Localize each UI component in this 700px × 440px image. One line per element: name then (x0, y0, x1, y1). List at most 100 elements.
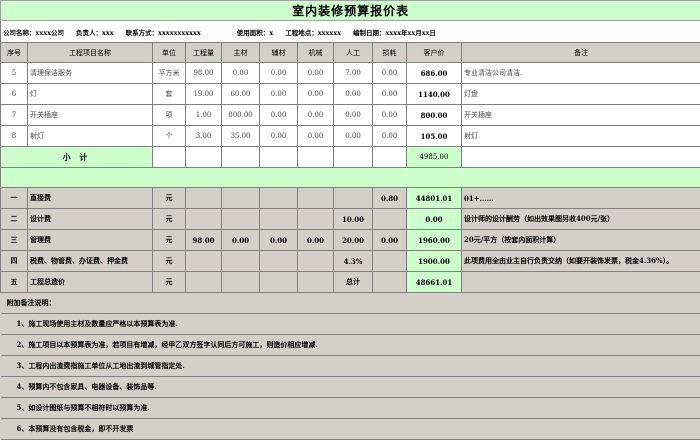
cell-aux-material[interactable] (260, 251, 298, 272)
cell-qty[interactable]: 98.00 (186, 63, 222, 84)
cell-qty[interactable] (186, 251, 222, 272)
cell-unit[interactable]: 元 (153, 251, 186, 272)
note-item[interactable]: 6、本预算没有包含税金，即不开发票 (1, 419, 700, 440)
cell-seq[interactable]: 5 (1, 63, 28, 84)
cell-qty[interactable]: 19.00 (186, 84, 222, 105)
cell-unit[interactable]: 元 (153, 272, 186, 293)
cell-remark[interactable]: 01+…… (462, 188, 700, 209)
cell-qty[interactable] (186, 188, 222, 209)
header-qty[interactable]: 工程量 (186, 43, 222, 63)
cell-client-price[interactable]: 800.00 (407, 105, 462, 126)
cell-remark[interactable] (462, 272, 700, 293)
cell-remark[interactable]: 专业清洁公司清洁. (462, 63, 700, 84)
header-main-material[interactable]: 主材 (222, 43, 260, 63)
cell-client-price[interactable]: 1900.00 (407, 251, 462, 272)
cell-client-price[interactable]: 686.00 (407, 63, 462, 84)
cell-labor[interactable]: 总计 (334, 272, 373, 293)
cell-loss[interactable] (373, 251, 407, 272)
cell-labor[interactable] (334, 188, 373, 209)
cell-labor[interactable]: 0.00 (334, 84, 373, 105)
cell-qty[interactable]: 1.00 (186, 105, 222, 126)
cell-aux-material[interactable] (260, 188, 298, 209)
cell-aux-material[interactable]: 0.00 (260, 63, 298, 84)
cell-machinery[interactable]: 0.00 (298, 63, 334, 84)
cell-client-price[interactable]: 1960.00 (407, 230, 462, 251)
cell-machinery[interactable] (298, 188, 334, 209)
cell-main-material[interactable] (222, 251, 260, 272)
cell-name[interactable]: 工程总造价 (28, 272, 153, 293)
cell-seq[interactable]: 二 (1, 209, 28, 230)
note-item[interactable]: 4、预算内不包含家具、电器设备、装饰品等. (1, 377, 700, 398)
header-unit[interactable]: 单位 (153, 43, 186, 63)
header-seq[interactable]: 序号 (1, 43, 28, 63)
cell-aux-material[interactable] (260, 272, 298, 293)
empty-cell[interactable] (334, 147, 373, 168)
cell-remark[interactable]: 20元/平方（按套内面积计算） (462, 230, 700, 251)
cell-unit[interactable]: 元 (153, 209, 186, 230)
cell-unit[interactable]: 元 (153, 230, 186, 251)
cell-machinery[interactable]: 0.00 (298, 84, 334, 105)
cell-name[interactable]: 射灯 (28, 126, 153, 147)
empty-cell[interactable] (186, 147, 222, 168)
cell-aux-material[interactable]: 0.00 (260, 84, 298, 105)
cell-remark[interactable]: 此项费用全由业主自行负责交纳（如要开装饰发票，税金4.36%）。 (462, 251, 700, 272)
cell-seq[interactable]: 五 (1, 272, 28, 293)
subtotal-label[interactable]: 小 计 (1, 147, 153, 168)
header-loss[interactable]: 损耗 (373, 43, 407, 63)
header-labor[interactable]: 人工 (334, 43, 373, 63)
cell-client-price[interactable]: 0.00 (407, 209, 462, 230)
cell-labor[interactable]: 0.00 (334, 126, 373, 147)
subtotal-value[interactable]: 4985.00 (407, 147, 462, 168)
cell-qty[interactable]: 98.00 (186, 230, 222, 251)
cell-client-price[interactable]: 48661.01 (407, 272, 462, 293)
empty-cell[interactable] (373, 147, 407, 168)
note-item[interactable]: 2、施工项目以本预算表为准，若项目有增减，经甲乙双方签字认同后方可施工，则造价相… (1, 335, 700, 356)
header-client-price[interactable]: 客户价 (407, 43, 462, 63)
cell-labor[interactable]: 10.00 (334, 209, 373, 230)
cell-loss[interactable] (373, 272, 407, 293)
note-item[interactable]: 5、如设计图纸与预算不相符时以预算为准. (1, 398, 700, 419)
cell-loss[interactable] (373, 209, 407, 230)
cell-name[interactable]: 直接费 (28, 188, 153, 209)
cell-machinery[interactable] (298, 251, 334, 272)
cell-seq[interactable]: 四 (1, 251, 28, 272)
cell-machinery[interactable] (298, 209, 334, 230)
cell-main-material[interactable]: 800.00 (222, 105, 260, 126)
cell-remark[interactable]: 灯盘 (462, 84, 700, 105)
cell-name[interactable]: 清理保洁服务 (28, 63, 153, 84)
cell-seq[interactable]: 7 (1, 105, 28, 126)
cell-qty[interactable] (186, 209, 222, 230)
cell-machinery[interactable]: 0.00 (298, 230, 334, 251)
cell-labor[interactable]: 20.00 (334, 230, 373, 251)
note-item[interactable]: 附加备注说明： (1, 293, 700, 314)
cell-seq[interactable]: 三 (1, 230, 28, 251)
cell-aux-material[interactable] (260, 209, 298, 230)
header-aux-material[interactable]: 辅材 (260, 43, 298, 63)
cell-machinery[interactable]: 0.00 (298, 126, 334, 147)
cell-client-price[interactable]: 105.00 (407, 126, 462, 147)
empty-cell[interactable] (462, 147, 700, 168)
cell-aux-material[interactable]: 0.00 (260, 126, 298, 147)
cell-aux-material[interactable]: 0.00 (260, 230, 298, 251)
cell-client-price[interactable]: 1140.00 (407, 84, 462, 105)
sheet-title[interactable]: 室内装修预算报价表 (1, 1, 700, 21)
note-item[interactable]: 3、工程内出渣费指施工单位从工地出渣到城管指定处. (1, 356, 700, 377)
cell-main-material[interactable] (222, 209, 260, 230)
cell-remark[interactable]: 开关插座 (462, 105, 700, 126)
cell-main-material[interactable]: 60.00 (222, 84, 260, 105)
cell-main-material[interactable]: 0.00 (222, 230, 260, 251)
cell-remark[interactable]: 设计师的设计酬劳（如出效果图另收400元/张） (462, 209, 700, 230)
cell-unit[interactable]: 元 (153, 188, 186, 209)
cell-name[interactable]: 灯 (28, 84, 153, 105)
cell-client-price[interactable]: 44801.01 (407, 188, 462, 209)
header-name[interactable]: 工程项目名称 (28, 43, 153, 63)
cell-aux-material[interactable]: 0.00 (260, 105, 298, 126)
cell-seq[interactable]: 6 (1, 84, 28, 105)
cell-machinery[interactable]: 0.00 (298, 105, 334, 126)
cell-name[interactable]: 管理费 (28, 230, 153, 251)
cell-main-material[interactable]: 0.00 (222, 63, 260, 84)
cell-labor[interactable]: 7.00 (334, 63, 373, 84)
empty-cell[interactable] (298, 147, 334, 168)
cell-unit[interactable]: 平方米 (153, 63, 186, 84)
cell-seq[interactable]: 一 (1, 188, 28, 209)
